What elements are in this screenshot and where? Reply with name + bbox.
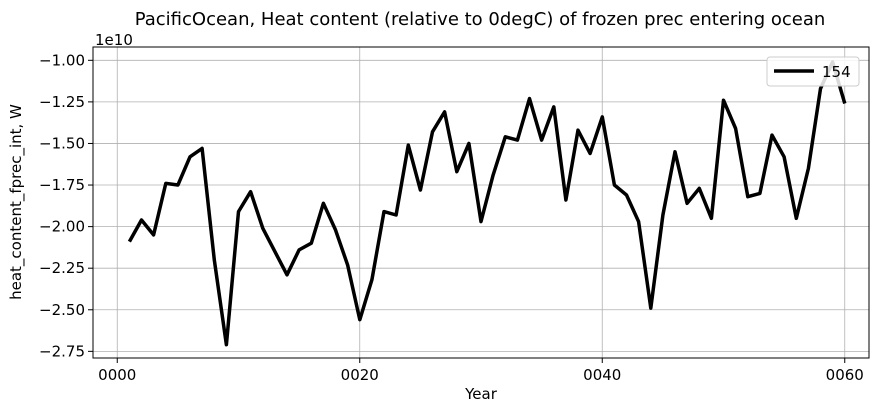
x-axis-label: Year (464, 385, 498, 403)
y-axis-offset-label: 1e10 (95, 31, 133, 49)
y-tick-label: −2.00 (39, 218, 85, 236)
x-tick-label: 0020 (341, 366, 379, 384)
y-tick-label: −2.75 (39, 342, 85, 360)
series-line (127, 60, 847, 347)
chart-title: PacificOcean, Heat content (relative to … (135, 9, 826, 30)
y-tick-label: −1.00 (39, 51, 85, 69)
legend-entry-label: 154 (822, 63, 851, 81)
x-tick-label: 0000 (98, 366, 136, 384)
y-tick-label: −1.25 (39, 93, 85, 111)
y-axis-label: heat_content_fprec_int, W (7, 104, 26, 300)
legend: 154 (766, 56, 860, 87)
y-tick-label: −2.25 (39, 259, 85, 277)
y-axis-ticks: −2.75 −2.50 −2.25 −2.00 −1.75 −1.50 −1.25 −1.00 (39, 51, 93, 360)
x-tick-label: 0060 (826, 366, 864, 384)
y-tick-label: −2.50 (39, 301, 85, 319)
y-tick-label: −1.50 (39, 134, 85, 152)
series-group (127, 60, 847, 347)
x-axis-ticks: 0000 0020 0040 0060 (98, 358, 864, 384)
plot-frame (92, 46, 870, 359)
y-tick-label: −1.75 (39, 176, 85, 194)
x-tick-label: 0040 (583, 366, 621, 384)
